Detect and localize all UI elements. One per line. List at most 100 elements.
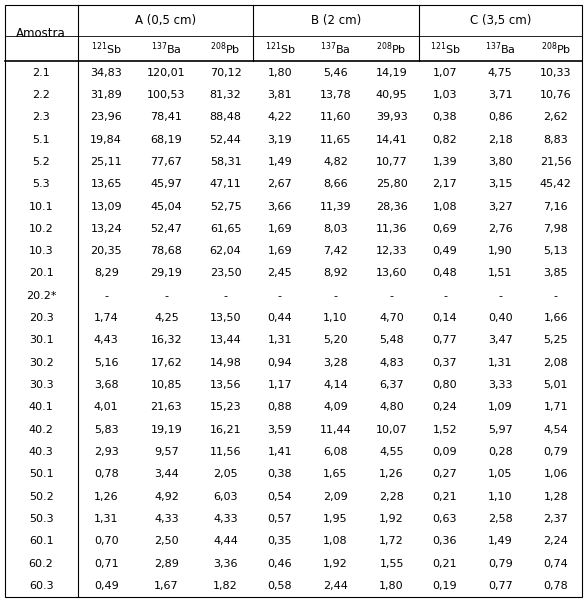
Text: 4,55: 4,55 <box>379 447 404 457</box>
Text: 10.3: 10.3 <box>29 246 53 256</box>
Text: 0,21: 0,21 <box>433 492 457 501</box>
Text: 45,42: 45,42 <box>540 179 572 189</box>
Text: 4,14: 4,14 <box>323 380 348 390</box>
Text: 4,92: 4,92 <box>154 492 179 501</box>
Text: 0,78: 0,78 <box>544 581 568 591</box>
Text: -: - <box>390 291 394 301</box>
Text: 16,32: 16,32 <box>150 335 182 346</box>
Text: 8,83: 8,83 <box>544 134 568 144</box>
Text: $^{137}$Ba: $^{137}$Ba <box>320 40 351 57</box>
Text: B (2 cm): B (2 cm) <box>311 14 361 27</box>
Text: 11,65: 11,65 <box>320 134 351 144</box>
Text: 4,09: 4,09 <box>323 402 348 412</box>
Text: 2.2: 2.2 <box>32 90 50 100</box>
Text: 3,59: 3,59 <box>268 425 292 435</box>
Text: 1,55: 1,55 <box>379 559 404 569</box>
Text: 0,38: 0,38 <box>433 112 457 122</box>
Text: 13,65: 13,65 <box>90 179 122 189</box>
Text: 1,67: 1,67 <box>154 581 178 591</box>
Text: -: - <box>278 291 282 301</box>
Text: 4,43: 4,43 <box>94 335 119 346</box>
Text: 2,62: 2,62 <box>544 112 568 122</box>
Text: 14,19: 14,19 <box>376 67 407 78</box>
Text: 30.1: 30.1 <box>29 335 53 346</box>
Text: 3,36: 3,36 <box>213 559 238 569</box>
Text: 17,62: 17,62 <box>150 358 182 368</box>
Text: 1,80: 1,80 <box>379 581 404 591</box>
Text: 1,82: 1,82 <box>213 581 238 591</box>
Text: 2,37: 2,37 <box>544 514 568 524</box>
Text: 1,41: 1,41 <box>268 447 292 457</box>
Text: 3,81: 3,81 <box>268 90 292 100</box>
Text: C (3,5 cm): C (3,5 cm) <box>470 14 531 27</box>
Text: 2,28: 2,28 <box>379 492 404 501</box>
Text: 2,45: 2,45 <box>268 268 292 279</box>
Text: 30.3: 30.3 <box>29 380 53 390</box>
Text: 1,26: 1,26 <box>379 470 404 479</box>
Text: 3,68: 3,68 <box>94 380 119 390</box>
Text: 2,18: 2,18 <box>488 134 512 144</box>
Text: 12,33: 12,33 <box>376 246 407 256</box>
Text: 13,60: 13,60 <box>376 268 407 279</box>
Text: 2,89: 2,89 <box>154 559 179 569</box>
Text: 1,31: 1,31 <box>268 335 292 346</box>
Text: 10,33: 10,33 <box>540 67 572 78</box>
Text: 0,54: 0,54 <box>268 492 292 501</box>
Text: 10,77: 10,77 <box>376 157 407 167</box>
Text: 1,17: 1,17 <box>268 380 292 390</box>
Text: 5,46: 5,46 <box>323 67 348 78</box>
Text: 40.1: 40.1 <box>29 402 53 412</box>
Text: 20.3: 20.3 <box>29 313 53 323</box>
Text: 8,03: 8,03 <box>323 224 348 234</box>
Text: -: - <box>498 291 502 301</box>
Text: 60.3: 60.3 <box>29 581 53 591</box>
Text: 20,35: 20,35 <box>90 246 122 256</box>
Text: 0,78: 0,78 <box>94 470 119 479</box>
Text: 0,44: 0,44 <box>268 313 292 323</box>
Text: 1,72: 1,72 <box>379 536 404 547</box>
Text: 0,38: 0,38 <box>268 470 292 479</box>
Text: 0,69: 0,69 <box>433 224 457 234</box>
Text: 29,19: 29,19 <box>150 268 183 279</box>
Text: 8,92: 8,92 <box>323 268 348 279</box>
Text: 1,05: 1,05 <box>488 470 512 479</box>
Text: 3,71: 3,71 <box>488 90 512 100</box>
Text: 5,20: 5,20 <box>323 335 348 346</box>
Text: 0,36: 0,36 <box>433 536 457 547</box>
Text: 13,44: 13,44 <box>210 335 241 346</box>
Text: 5,25: 5,25 <box>544 335 568 346</box>
Text: 11,60: 11,60 <box>320 112 351 122</box>
Text: 1,51: 1,51 <box>488 268 512 279</box>
Text: 62,04: 62,04 <box>210 246 241 256</box>
Text: 2,08: 2,08 <box>544 358 568 368</box>
Text: 0,79: 0,79 <box>488 559 512 569</box>
Text: 0,40: 0,40 <box>488 313 512 323</box>
Text: 68,19: 68,19 <box>150 134 182 144</box>
Text: 4,80: 4,80 <box>379 402 404 412</box>
Text: 1,49: 1,49 <box>488 536 512 547</box>
Text: 78,68: 78,68 <box>150 246 183 256</box>
Text: 14,41: 14,41 <box>376 134 407 144</box>
Text: $^{121}$Sb: $^{121}$Sb <box>265 40 295 57</box>
Text: $^{121}$Sb: $^{121}$Sb <box>430 40 460 57</box>
Text: 13,50: 13,50 <box>210 313 241 323</box>
Text: 1,69: 1,69 <box>268 246 292 256</box>
Text: 34,83: 34,83 <box>90 67 122 78</box>
Text: 11,44: 11,44 <box>319 425 352 435</box>
Text: 1,65: 1,65 <box>323 470 348 479</box>
Text: 5,01: 5,01 <box>544 380 568 390</box>
Text: 5,83: 5,83 <box>94 425 119 435</box>
Text: 19,19: 19,19 <box>150 425 182 435</box>
Text: 1,08: 1,08 <box>323 536 348 547</box>
Text: 0,74: 0,74 <box>544 559 568 569</box>
Text: 30.2: 30.2 <box>29 358 53 368</box>
Text: 23,50: 23,50 <box>210 268 241 279</box>
Text: 50.2: 50.2 <box>29 492 53 501</box>
Text: 0,27: 0,27 <box>433 470 457 479</box>
Text: 1,10: 1,10 <box>488 492 512 501</box>
Text: 1,66: 1,66 <box>544 313 568 323</box>
Text: 25,80: 25,80 <box>376 179 407 189</box>
Text: 3,33: 3,33 <box>488 380 512 390</box>
Text: 0,48: 0,48 <box>433 268 457 279</box>
Text: 45,04: 45,04 <box>150 202 182 211</box>
